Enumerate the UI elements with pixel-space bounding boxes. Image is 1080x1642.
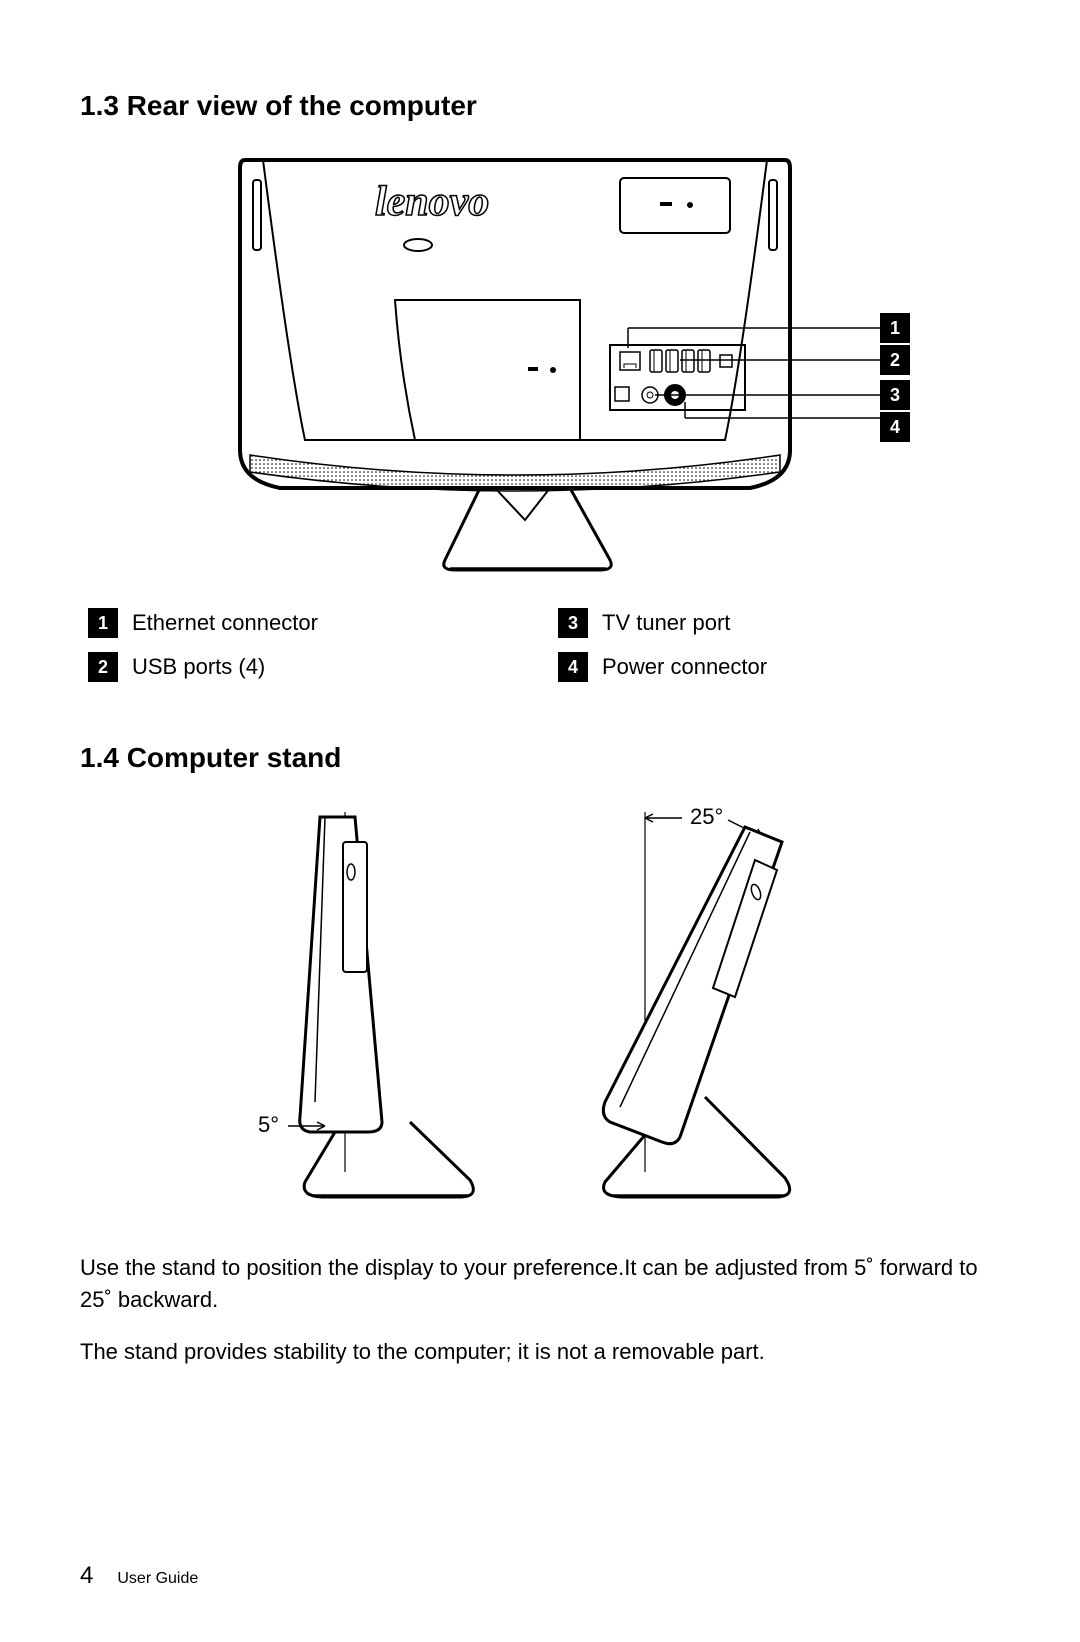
legend-label-2: USB ports (4) [132, 654, 265, 680]
stand-svg: 5° 25° [150, 802, 930, 1222]
legend-item-3: 3 TV tuner port [558, 608, 988, 638]
legend-item-2: 2 USB ports (4) [88, 652, 518, 682]
rear-view-legend: 1 Ethernet connector 3 TV tuner port 2 U… [88, 608, 988, 682]
legend-item-4: 4 Power connector [558, 652, 988, 682]
legend-item-1: 1 Ethernet connector [88, 608, 518, 638]
angle-25-label: 25° [690, 804, 723, 829]
callout-box-2: 2 [880, 345, 910, 375]
rear-view-diagram: lenovo [150, 150, 930, 580]
page-number: 4 [80, 1562, 93, 1590]
legend-box-2: 2 [88, 652, 118, 682]
document-page: 1.3 Rear view of the computer lenovo [0, 0, 1080, 1642]
legend-label-4: Power connector [602, 654, 767, 680]
angle-5-label: 5° [258, 1112, 279, 1137]
legend-label-3: TV tuner port [602, 610, 730, 636]
callout-box-1: 1 [880, 313, 910, 343]
section-1-4-heading: 1.4 Computer stand [80, 742, 1000, 774]
section-1-3-heading: 1.3 Rear view of the computer [80, 90, 1000, 122]
brand-logo-text: lenovo [375, 179, 489, 225]
legend-box-4: 4 [558, 652, 588, 682]
stand-paragraph-2: The stand provides stability to the comp… [80, 1336, 1000, 1368]
computer-stand-diagram: 5° 25° [150, 802, 930, 1222]
legend-box-1: 1 [88, 608, 118, 638]
legend-box-3: 3 [558, 608, 588, 638]
callout-box-4: 4 [880, 412, 910, 442]
rear-view-svg: lenovo [150, 150, 930, 580]
legend-label-1: Ethernet connector [132, 610, 318, 636]
stand-paragraph-1: Use the stand to position the display to… [80, 1252, 1000, 1316]
callout-box-3: 3 [880, 380, 910, 410]
footer-title: User Guide [117, 1570, 198, 1588]
page-footer: 4 User Guide [80, 1562, 198, 1590]
